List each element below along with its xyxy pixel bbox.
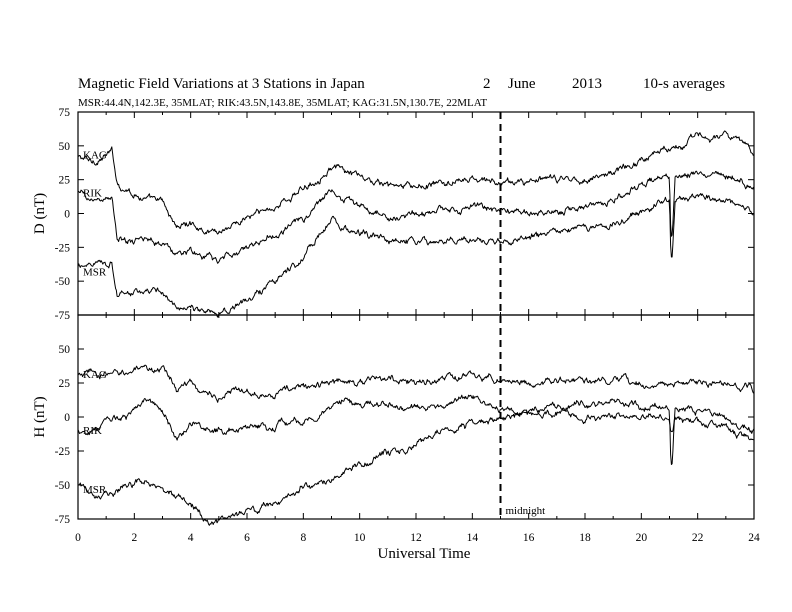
x-tick-label: 22 [692, 532, 704, 544]
series-label-msr: MSR [83, 484, 107, 496]
panel-horizontal: 50 25 0 -25 -50 -75 H (nT) KAG RIK MSR [32, 314, 755, 526]
x-tick-label: 8 [300, 532, 306, 544]
x-tick-label: 2 [131, 532, 137, 544]
x-tick-label: 4 [188, 532, 194, 544]
series-line-rik [77, 394, 755, 465]
x-tick-label: 10 [354, 532, 366, 544]
y-tick-label: 75 [59, 107, 71, 119]
x-axis-label: Universal Time [378, 546, 471, 562]
series-line-kag [77, 130, 755, 235]
title-month: June [508, 76, 536, 92]
x-tick-label: 12 [410, 532, 422, 544]
title-year: 2013 [572, 76, 602, 92]
x-tick-label: 20 [636, 532, 648, 544]
series-label-rik: RIK [83, 188, 102, 200]
y-tick-label: -25 [55, 242, 71, 254]
y-tick-label: 25 [59, 378, 71, 390]
series-label-rik: RIK [83, 425, 102, 437]
y-tick-label: -75 [55, 514, 71, 526]
y-tick-label: 0 [64, 209, 70, 221]
panel-declination: 75 50 25 0 -25 -50 -75 D (nT) KAG RIK MSR [32, 107, 755, 322]
chart-title: Magnetic Field Variations at 3 Stations … [78, 76, 365, 92]
title-note: 10-s averages [643, 76, 725, 92]
series-label-msr: MSR [83, 267, 107, 279]
x-tick-label: 14 [467, 532, 479, 544]
series-line-rik [77, 170, 755, 264]
x-tick-label: 0 [75, 532, 81, 544]
x-tick-label: 16 [523, 532, 535, 544]
series-label-kag: KAG [83, 369, 107, 381]
y-tick-label: 0 [64, 412, 70, 424]
y-tick-label: -25 [55, 446, 71, 458]
y-axis-label: D (nT) [32, 193, 48, 234]
y-tick-label: 50 [59, 344, 71, 356]
series-label-kag: KAG [83, 150, 107, 162]
chart-subtitle: MSR:44.4N,142.3E, 35MLAT; RIK:43.5N,143.… [78, 97, 487, 109]
y-tick-label: -75 [55, 310, 71, 322]
x-tick-label: 24 [748, 532, 760, 544]
y-tick-label: 50 [59, 141, 71, 153]
series-line-msr [77, 193, 755, 318]
series-line-kag [77, 364, 755, 403]
y-axis-label: H (nT) [32, 396, 48, 437]
y-tick-label: -50 [55, 276, 71, 288]
y-tick-label: -50 [55, 480, 71, 492]
x-tick-label: 6 [244, 532, 250, 544]
x-tick-label: 18 [579, 532, 591, 544]
y-tick-label: 25 [59, 175, 71, 187]
series-line-msr [77, 407, 755, 526]
title-day: 2 [483, 76, 491, 92]
midnight-label: midnight [506, 505, 546, 517]
x-axis-ticks: 0 2 4 6 8 10 12 14 16 18 20 22 24 [75, 532, 760, 544]
